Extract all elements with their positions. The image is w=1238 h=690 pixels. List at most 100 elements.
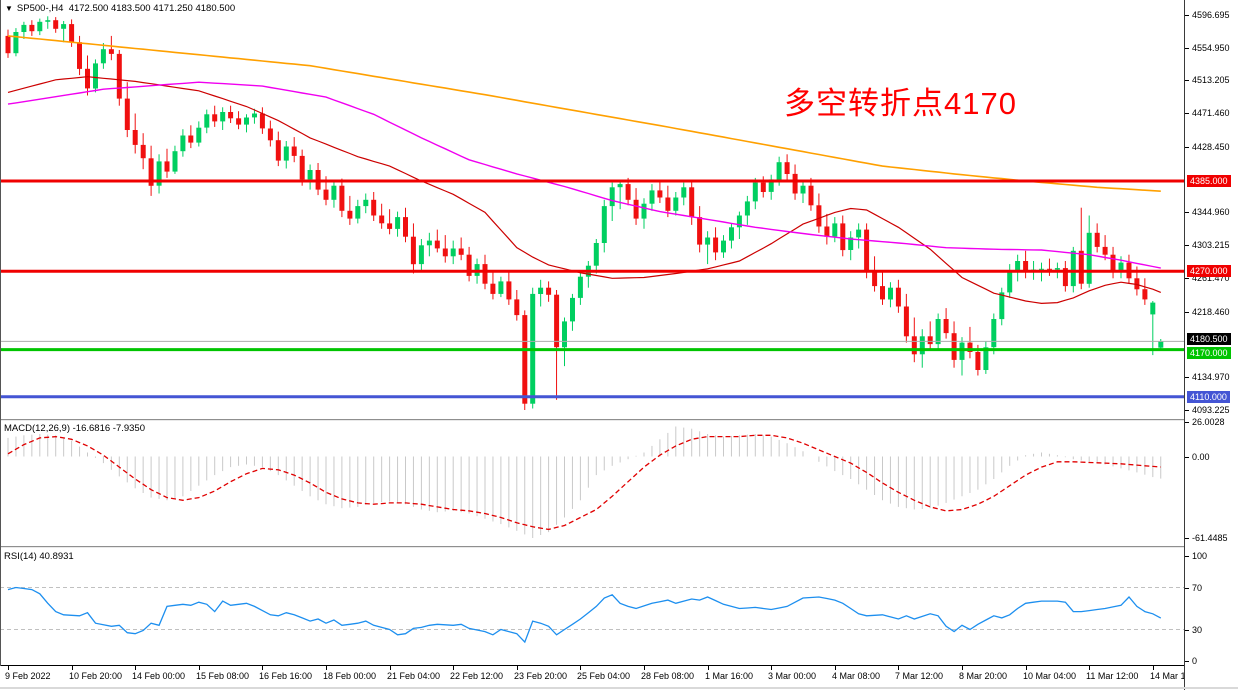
time-axis-tick xyxy=(580,666,581,670)
macd-title: MACD(12,26,9) -16.6816 -7.9350 xyxy=(4,423,145,434)
candle-body xyxy=(228,112,234,119)
candle-body xyxy=(387,223,393,229)
candle-body xyxy=(673,197,679,211)
candle-body xyxy=(442,248,448,257)
macd-pane[interactable]: MACD(12,26,9) -16.6816 -7.9350 xyxy=(0,421,1184,546)
candle-body xyxy=(124,98,130,130)
candle-body xyxy=(1086,232,1092,284)
candle-body xyxy=(538,287,544,294)
price-chart-canvas xyxy=(0,16,1184,410)
candle-body xyxy=(832,223,838,237)
time-axis[interactable]: 9 Feb 2022 10 Feb 20:00 14 Feb 00:00 15 Feb… xyxy=(0,666,1184,687)
macd-tick-label: -61.4485 xyxy=(1192,533,1228,543)
candle-body xyxy=(403,217,408,237)
candle-body xyxy=(864,229,870,272)
time-axis-label: 21 Feb 04:00 xyxy=(387,671,441,681)
macd-tick-label: 0.00 xyxy=(1192,452,1210,462)
candle-body xyxy=(490,283,496,294)
candle-body xyxy=(1142,289,1148,300)
price-tick-label: 4093.225 xyxy=(1192,405,1230,415)
candle-body xyxy=(736,215,742,228)
candle-body xyxy=(498,281,504,294)
time-axis-label: 10 Mar 04:00 xyxy=(1023,671,1077,681)
candle-body xyxy=(1118,262,1124,272)
rsi-canvas xyxy=(0,586,1184,644)
time-axis-tick xyxy=(962,666,963,670)
candle-body xyxy=(395,217,401,229)
price-tick-label: 4428.450 xyxy=(1192,142,1230,152)
pane-separator[interactable] xyxy=(0,546,1184,548)
candle-body xyxy=(244,117,249,125)
candle-body xyxy=(681,187,687,198)
rsi-tick-label: 0 xyxy=(1192,656,1198,666)
left-frame-line xyxy=(0,0,1,666)
axis-tick xyxy=(1185,15,1189,16)
candle-body xyxy=(625,184,631,200)
axis-tick xyxy=(1185,410,1189,411)
axis-tick xyxy=(1185,457,1189,458)
rsi-pane[interactable]: RSI(14) 40.8931 xyxy=(0,549,1184,665)
time-axis-label: 1 Mar 16:00 xyxy=(705,671,754,681)
candle-body xyxy=(188,135,194,143)
time-axis-tick xyxy=(644,666,645,670)
price-tick-label: 4513.205 xyxy=(1192,75,1230,85)
symbol-dropdown-icon[interactable]: ▼ xyxy=(5,4,13,13)
candle-body xyxy=(371,199,377,216)
candle-body xyxy=(522,315,528,404)
price-tick-label: 4596.695 xyxy=(1192,10,1230,20)
candle-body xyxy=(1134,278,1140,290)
candle-body xyxy=(601,206,607,243)
candle-body xyxy=(172,151,178,172)
candle-body xyxy=(593,243,599,266)
candle-body xyxy=(45,20,51,22)
ma-fast-red-line xyxy=(7,76,1162,305)
candle-body xyxy=(752,182,758,202)
candle-body xyxy=(848,237,854,250)
candle-body xyxy=(570,297,575,322)
candle-body xyxy=(784,162,790,174)
time-axis-label: 9 Feb 2022 xyxy=(5,671,51,681)
candle-body xyxy=(339,185,345,211)
time-axis-tick xyxy=(135,666,136,670)
axis-tick xyxy=(1185,588,1189,589)
candle-body xyxy=(53,20,59,29)
time-axis-label: 23 Feb 20:00 xyxy=(514,671,568,681)
candle-body xyxy=(252,113,257,118)
candle-body xyxy=(880,286,885,300)
candle-body xyxy=(697,217,703,245)
candle-body xyxy=(927,336,933,345)
axis-tick xyxy=(1185,80,1189,81)
pane-separator[interactable] xyxy=(0,419,1184,421)
price-tick-label: 4303.215 xyxy=(1192,240,1230,250)
candle-body xyxy=(1047,268,1052,270)
price-tick-label: 4471.460 xyxy=(1192,108,1230,118)
price-scale[interactable]: 4596.695 4554.950 4513.205 4471.460 4428.450… xyxy=(1185,0,1238,690)
time-axis-tick xyxy=(1089,666,1090,670)
candle-body xyxy=(1054,268,1060,270)
time-axis-tick xyxy=(72,666,73,670)
candle-body xyxy=(331,185,337,200)
candle-body xyxy=(967,342,973,352)
chart-header: ▼ SP500-,H4 4172.500 4183.500 4171.250 41… xyxy=(5,3,235,14)
time-axis-tick xyxy=(453,666,454,670)
candle-body xyxy=(1094,232,1100,247)
candle-body xyxy=(236,118,242,125)
time-axis-tick xyxy=(835,666,836,670)
candle-body xyxy=(410,236,416,265)
candle-body xyxy=(323,189,329,200)
time-axis-label: 10 Feb 20:00 xyxy=(69,671,123,681)
axis-tick xyxy=(1185,48,1189,49)
candle-body xyxy=(840,223,846,251)
candle-body xyxy=(856,229,862,238)
level-price-badge: 4270.000 xyxy=(1187,265,1231,277)
macd-canvas xyxy=(7,426,1162,538)
candle-body xyxy=(760,182,766,192)
candle-body xyxy=(657,190,663,198)
candle-body xyxy=(434,240,440,249)
main-chart-pane[interactable]: ▼ SP500-,H4 4172.500 4183.500 4171.250 41… xyxy=(0,0,1184,419)
candle-body xyxy=(689,187,695,218)
price-tick-label: 4344.960 xyxy=(1192,207,1230,217)
axis-tick xyxy=(1185,630,1189,631)
candle-body xyxy=(148,158,154,186)
axis-tick xyxy=(1185,422,1189,423)
